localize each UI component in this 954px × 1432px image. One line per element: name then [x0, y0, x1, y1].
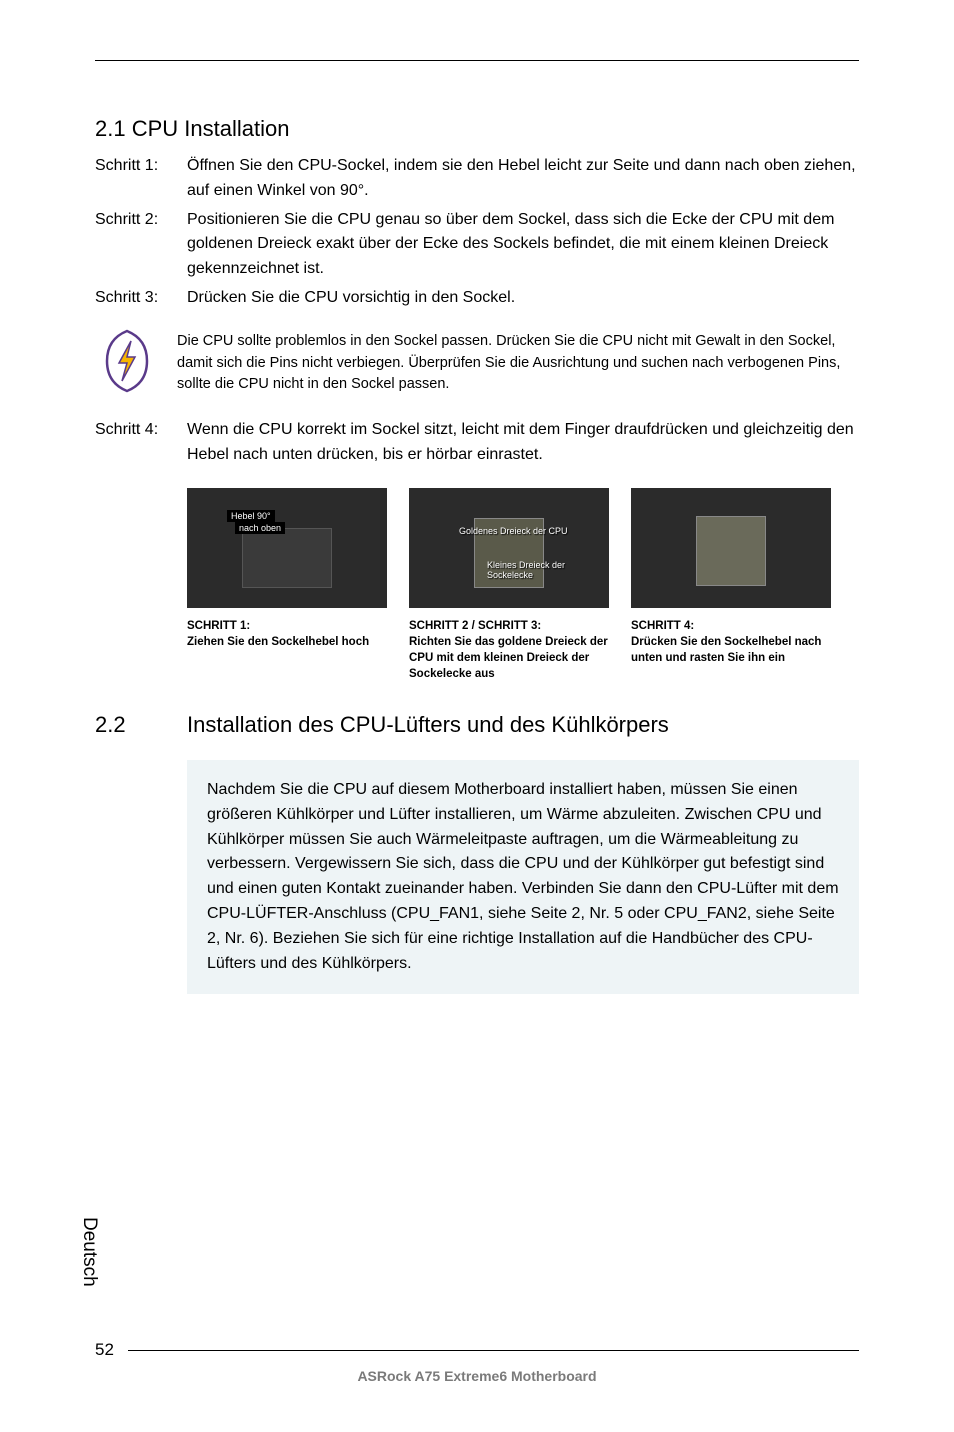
cpu-photo-1: Hebel 90° nach oben: [187, 488, 387, 608]
image-row: Hebel 90° nach oben SCHRITT 1: Ziehen Si…: [187, 488, 859, 682]
step-1-text: Öffnen Sie den CPU-Sockel, indem sie den…: [187, 154, 859, 204]
step-2-label: Schritt 2:: [95, 208, 187, 282]
section-2-1-title: 2.1 CPU Installation: [95, 116, 859, 142]
warning-box: Die CPU sollte problemlos in den Sockel …: [95, 329, 859, 396]
info-block: Nachdem Sie die CPU auf diesem Motherboa…: [187, 760, 859, 994]
image-col-3: SCHRITT 4: Drücken Sie den Sockelhebel n…: [631, 488, 831, 682]
caption-1: SCHRITT 1: Ziehen Sie den Sockelhebel ho…: [187, 618, 387, 650]
section-2-2-num: 2.2: [95, 712, 187, 738]
footer-rule: [128, 1350, 859, 1351]
step-4-text: Wenn die CPU korrekt im Sockel sitzt, le…: [187, 418, 859, 468]
step-3: Schritt 3: Drücken Sie die CPU vorsichti…: [95, 286, 859, 311]
caption-1-body: Ziehen Sie den Sockelhebel hoch: [187, 634, 387, 650]
caption-3: SCHRITT 4: Drücken Sie den Sockelhebel n…: [631, 618, 831, 666]
page-footer: 52 ASRock A75 Extreme6 Motherboard: [95, 1340, 859, 1384]
section-2-2-title: Installation des CPU-Lüfters und des Küh…: [187, 712, 669, 738]
cpu-photo-3: [631, 488, 831, 608]
lightning-warning-icon: [95, 329, 159, 393]
step-4-label: Schritt 4:: [95, 418, 187, 468]
step-3-label: Schritt 3:: [95, 286, 187, 311]
caption-2-body: Richten Sie das goldene Dreieck der CPU …: [409, 634, 609, 682]
step-2: Schritt 2: Positionieren Sie die CPU gen…: [95, 208, 859, 282]
photo1-overlay-b: nach oben: [235, 522, 285, 534]
photo2-overlay-b: Kleines Dreieck der Sockelecke: [487, 560, 609, 582]
top-horizontal-rule: [95, 60, 859, 61]
image-col-1: Hebel 90° nach oben SCHRITT 1: Ziehen Si…: [187, 488, 387, 682]
page-number: 52: [95, 1340, 114, 1360]
warning-text: Die CPU sollte problemlos in den Sockel …: [177, 329, 859, 396]
section-2-2-heading: 2.2 Installation des CPU-Lüfters und des…: [95, 712, 859, 738]
photo1-overlay-a: Hebel 90°: [227, 510, 275, 522]
photo2-overlay-a: Goldenes Dreieck der CPU: [459, 526, 568, 536]
language-side-tab: Deutsch: [78, 1217, 100, 1287]
step-2-text: Positionieren Sie die CPU genau so über …: [187, 208, 859, 282]
caption-2: SCHRITT 2 / SCHRITT 3: Richten Sie das g…: [409, 618, 609, 682]
caption-1-title: SCHRITT 1:: [187, 618, 387, 634]
image-col-2: Goldenes Dreieck der CPU Kleines Dreieck…: [409, 488, 609, 682]
step-1: Schritt 1: Öffnen Sie den CPU-Sockel, in…: [95, 154, 859, 204]
caption-3-title: SCHRITT 4:: [631, 618, 831, 634]
step-4: Schritt 4: Wenn die CPU korrekt im Socke…: [95, 418, 859, 468]
caption-2-title: SCHRITT 2 / SCHRITT 3:: [409, 618, 609, 634]
footer-product-text: ASRock A75 Extreme6 Motherboard: [95, 1368, 859, 1384]
caption-3-body: Drücken Sie den Sockelhebel nach unten u…: [631, 634, 831, 666]
step-1-label: Schritt 1:: [95, 154, 187, 204]
cpu-photo-2: Goldenes Dreieck der CPU Kleines Dreieck…: [409, 488, 609, 608]
step-3-text: Drücken Sie die CPU vorsichtig in den So…: [187, 286, 859, 311]
